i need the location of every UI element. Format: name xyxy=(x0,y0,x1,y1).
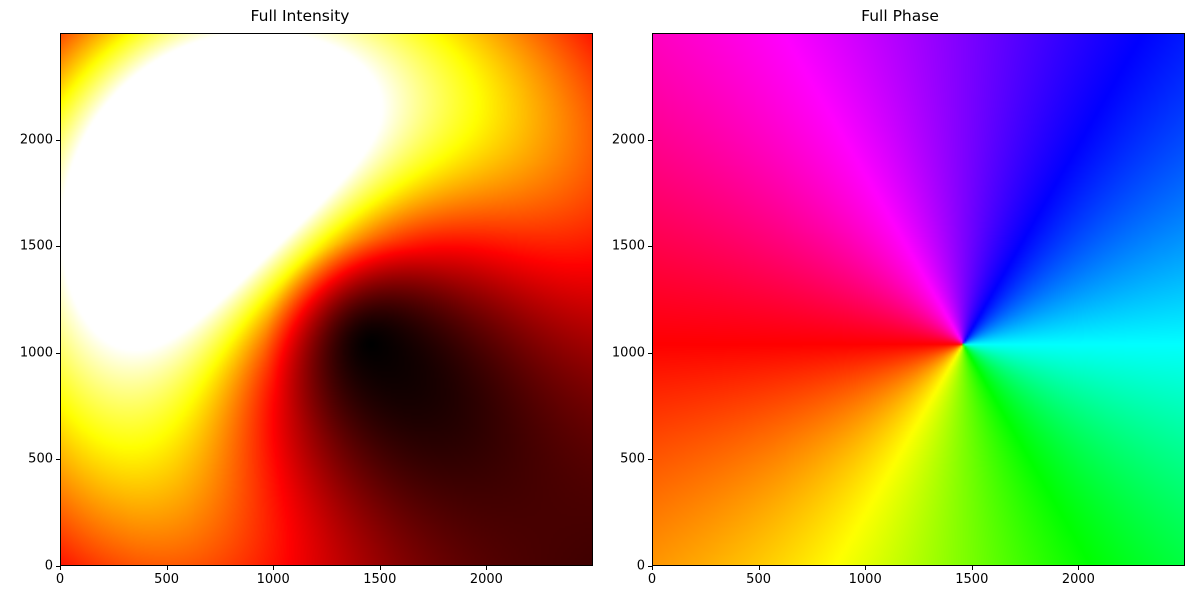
y-tick-mark xyxy=(56,246,60,248)
y-tick-label: 1000 xyxy=(19,345,53,361)
phase-panel: Full Phase 0 500 1000 1500 2000 0 500 1000 1500 2… xyxy=(600,0,1200,600)
y-tick-mark xyxy=(56,459,60,461)
x-tick-label: 1000 xyxy=(848,572,882,587)
y-tick-mark xyxy=(56,566,60,567)
phase-title: Full Phase xyxy=(861,7,939,25)
y-tick-label: 2000 xyxy=(19,132,53,148)
x-tick-mark xyxy=(1078,566,1080,570)
x-tick-label: 2000 xyxy=(1061,572,1095,587)
x-tick-label: 500 xyxy=(746,572,772,587)
y-tick-mark xyxy=(648,566,652,567)
y-tick-label: 500 xyxy=(620,451,645,467)
y-tick-label: 2000 xyxy=(611,132,645,148)
x-tick-label: 0 xyxy=(55,572,65,587)
y-tick-mark xyxy=(648,139,652,141)
y-tick-label: 0 xyxy=(636,558,645,574)
y-tick-label: 1500 xyxy=(19,238,53,254)
y-tick-mark xyxy=(648,459,652,461)
x-tick-mark xyxy=(379,566,381,570)
x-tick-mark xyxy=(273,566,275,570)
intensity-panel: Full Intensity 0 500 1000 1500 2000 0 500 1000 1… xyxy=(19,7,593,587)
x-tick-mark xyxy=(60,566,61,570)
y-tick-label: 0 xyxy=(44,558,53,574)
y-tick-mark xyxy=(648,352,652,354)
intensity-heatmap xyxy=(61,34,592,565)
x-tick-mark xyxy=(486,566,488,570)
y-tick-label: 1500 xyxy=(611,238,645,254)
phase-heatmap xyxy=(653,34,1184,565)
x-tick-mark xyxy=(652,566,653,570)
intensity-title: Full Intensity xyxy=(250,7,350,25)
y-tick-label: 1000 xyxy=(611,345,645,361)
x-tick-label: 1000 xyxy=(256,572,290,587)
phase-plot-area xyxy=(652,33,1185,566)
x-tick-mark xyxy=(166,566,168,570)
y-tick-mark xyxy=(648,246,652,248)
x-tick-label: 1500 xyxy=(363,572,397,587)
y-tick-label: 500 xyxy=(28,451,53,467)
y-tick-mark xyxy=(56,139,60,141)
x-tick-label: 0 xyxy=(647,572,657,587)
y-tick-mark xyxy=(56,352,60,354)
x-tick-label: 1500 xyxy=(955,572,989,587)
x-tick-mark xyxy=(971,566,973,570)
intensity-plot-area xyxy=(60,33,593,566)
x-tick-mark xyxy=(865,566,867,570)
x-tick-label: 2000 xyxy=(469,572,503,587)
x-tick-label: 500 xyxy=(154,572,180,587)
x-tick-mark xyxy=(758,566,760,570)
